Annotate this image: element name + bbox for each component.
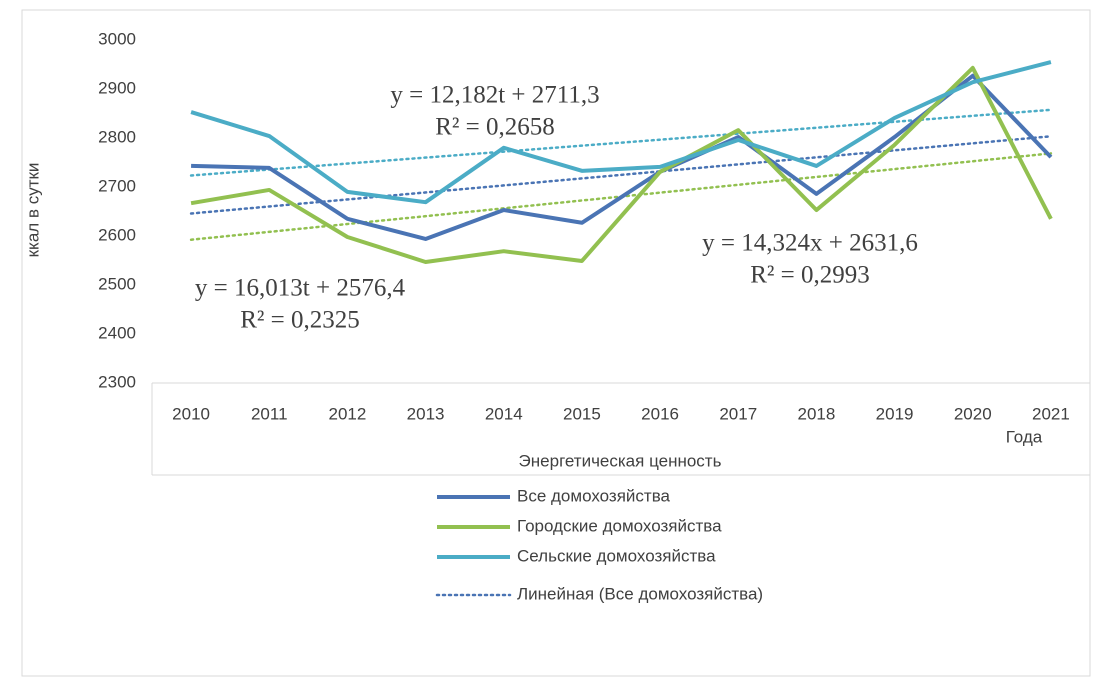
series-line: [191, 73, 1053, 241]
trendline: [189, 108, 1053, 177]
legend-label: Городские домохозяйства: [517, 516, 722, 535]
trend-r2: R² = 0,2993: [750, 262, 870, 289]
x-tick-label: 2014: [485, 404, 523, 423]
series-line: [190, 65, 1053, 264]
y-tick-label: 2800: [98, 127, 136, 146]
legend-label: Сельские домохозяйства: [517, 546, 716, 565]
x-tick-label: 2017: [719, 404, 757, 423]
x-tick-label: 2021: [1032, 404, 1070, 423]
x-axis-title: Энергетическая ценность: [519, 451, 722, 470]
trend-equation: y = 16,013t + 2576,4: [195, 275, 406, 302]
x-tick-label: 2016: [641, 404, 679, 423]
y-tick-label: 2700: [98, 176, 136, 195]
y-tick-label: 2300: [98, 372, 136, 391]
y-tick-label: 2900: [98, 78, 136, 97]
x-tick-label: 2013: [407, 404, 445, 423]
trend-r2: R² = 0,2325: [240, 307, 360, 334]
trend-r2: R² = 0,2658: [435, 114, 555, 141]
x-tick-label: 2018: [798, 404, 836, 423]
trend-equation: y = 12,182t + 2711,3: [390, 82, 599, 109]
x-axis-unit: Года: [1006, 427, 1043, 446]
y-axis-title: ккал в сутки: [23, 163, 42, 258]
x-tick-label: 2010: [172, 404, 210, 423]
trendline: [189, 135, 1053, 215]
x-tick-label: 2019: [876, 404, 914, 423]
legend-label: Линейная (Все домохозяйства): [517, 584, 763, 603]
x-tick-label: 2011: [251, 404, 288, 423]
x-tick-label: 2015: [563, 404, 601, 423]
x-tick-label: 2020: [954, 404, 992, 423]
y-tick-label: 2500: [98, 274, 136, 293]
trend-equation: y = 14,324x + 2631,6: [702, 230, 918, 257]
y-tick-label: 2400: [98, 323, 136, 342]
x-tick-label: 2012: [329, 404, 367, 423]
y-tick-label: 2600: [98, 225, 136, 244]
legend-label: Все домохозяйства: [517, 486, 671, 505]
y-tick-label: 3000: [98, 29, 136, 48]
series-line: [190, 60, 1052, 205]
